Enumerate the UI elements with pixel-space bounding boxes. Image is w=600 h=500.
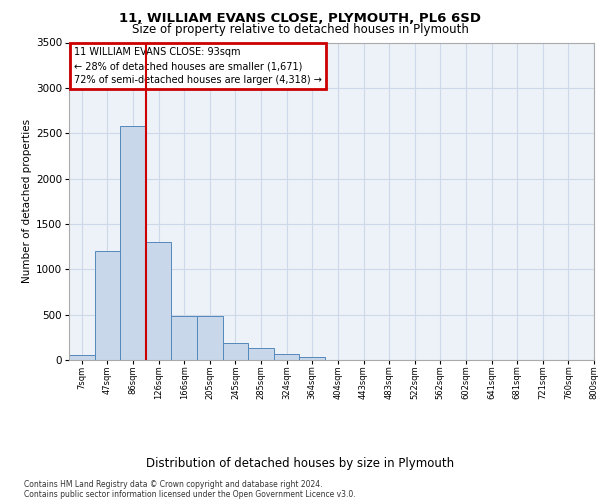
Bar [223,343,248,360]
Bar [299,358,325,360]
Bar [146,242,172,360]
Bar [69,356,95,360]
Text: 11, WILLIAM EVANS CLOSE, PLYMOUTH, PL6 6SD: 11, WILLIAM EVANS CLOSE, PLYMOUTH, PL6 6… [119,12,481,26]
Bar [172,316,197,360]
Bar [120,126,146,360]
Text: Distribution of detached houses by size in Plymouth: Distribution of detached houses by size … [146,457,454,470]
Text: 11 WILLIAM EVANS CLOSE: 93sqm
← 28% of detached houses are smaller (1,671)
72% o: 11 WILLIAM EVANS CLOSE: 93sqm ← 28% of d… [74,48,322,86]
Text: Size of property relative to detached houses in Plymouth: Size of property relative to detached ho… [131,22,469,36]
Bar [95,251,120,360]
Bar [197,316,223,360]
Text: Contains HM Land Registry data © Crown copyright and database right 2024.
Contai: Contains HM Land Registry data © Crown c… [24,480,356,499]
Y-axis label: Number of detached properties: Number of detached properties [22,119,32,284]
Bar [274,354,299,360]
Bar [248,348,274,360]
